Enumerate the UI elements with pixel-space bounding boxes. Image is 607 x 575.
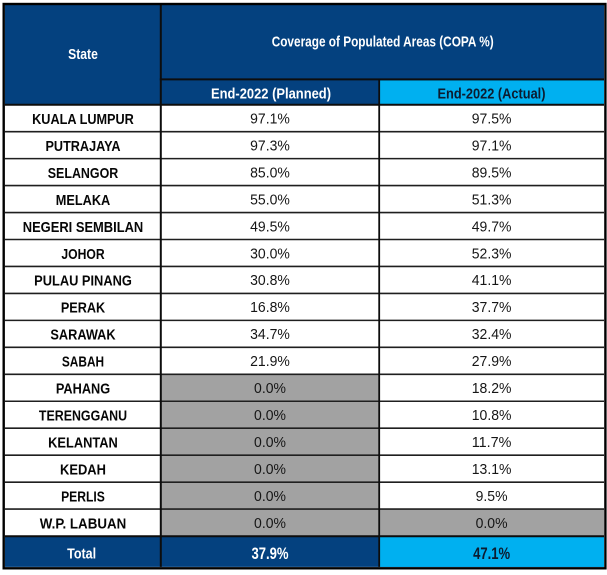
svg-text:34.7%: 34.7% [250,327,290,343]
svg-text:37.9%: 37.9% [252,545,289,563]
svg-text:55.0%: 55.0% [250,192,290,208]
svg-text:97.1%: 97.1% [472,138,512,154]
svg-text:18.2%: 18.2% [472,381,512,397]
svg-text:State: State [68,46,98,63]
svg-text:30.8%: 30.8% [250,273,290,289]
svg-text:SELANGOR: SELANGOR [48,165,119,182]
svg-text:21.9%: 21.9% [250,354,290,370]
svg-text:Coverage of Populated Areas (C: Coverage of Populated Areas (COPA %) [272,34,494,51]
svg-text:97.5%: 97.5% [472,112,512,128]
svg-text:PAHANG: PAHANG [56,381,110,398]
svg-text:SABAH: SABAH [62,354,104,371]
svg-text:KEDAH: KEDAH [60,462,106,479]
svg-text:89.5%: 89.5% [472,165,512,181]
svg-text:32.4%: 32.4% [472,327,512,343]
svg-text:85.0%: 85.0% [250,165,290,181]
svg-text:End-2022 (Planned): End-2022 (Planned) [211,85,331,102]
svg-text:47.1%: 47.1% [473,545,510,563]
svg-text:PERAK: PERAK [61,300,105,317]
svg-text:SARAWAK: SARAWAK [50,327,115,344]
svg-text:51.3%: 51.3% [472,192,512,208]
svg-text:0.0%: 0.0% [476,516,508,532]
svg-text:KELANTAN: KELANTAN [48,435,118,452]
svg-text:11.7%: 11.7% [472,435,512,451]
svg-text:0.0%: 0.0% [254,516,286,532]
svg-text:PUTRAJAYA: PUTRAJAYA [46,138,121,155]
svg-text:97.1%: 97.1% [250,112,290,128]
svg-text:PULAU PINANG: PULAU PINANG [34,273,132,290]
svg-text:PERLIS: PERLIS [61,488,105,505]
svg-text:0.0%: 0.0% [254,435,286,451]
svg-text:MELAKA: MELAKA [56,192,111,209]
svg-text:49.5%: 49.5% [250,219,290,235]
svg-text:41.1%: 41.1% [472,273,512,289]
svg-text:97.3%: 97.3% [250,138,290,154]
svg-text:10.8%: 10.8% [472,408,512,424]
svg-text:TERENGGANU: TERENGGANU [39,408,127,425]
svg-text:30.0%: 30.0% [250,246,290,262]
svg-text:0.0%: 0.0% [254,408,286,424]
svg-text:NEGERI SEMBILAN: NEGERI SEMBILAN [23,219,144,236]
svg-text:Total: Total [67,546,96,563]
svg-text:9.5%: 9.5% [476,489,508,505]
svg-text:49.7%: 49.7% [472,219,512,235]
svg-text:KUALA LUMPUR: KUALA LUMPUR [32,111,134,128]
svg-text:52.3%: 52.3% [472,246,512,262]
svg-text:37.7%: 37.7% [472,300,512,316]
svg-text:0.0%: 0.0% [254,489,286,505]
svg-text:16.8%: 16.8% [250,300,290,316]
svg-text:JOHOR: JOHOR [61,246,104,263]
svg-text:W.P. LABUAN: W.P. LABUAN [40,515,127,532]
svg-text:0.0%: 0.0% [254,462,286,478]
svg-text:End-2022 (Actual): End-2022 (Actual) [438,85,546,102]
svg-text:0.0%: 0.0% [254,381,286,397]
svg-text:13.1%: 13.1% [472,462,512,478]
svg-text:27.9%: 27.9% [472,354,512,370]
